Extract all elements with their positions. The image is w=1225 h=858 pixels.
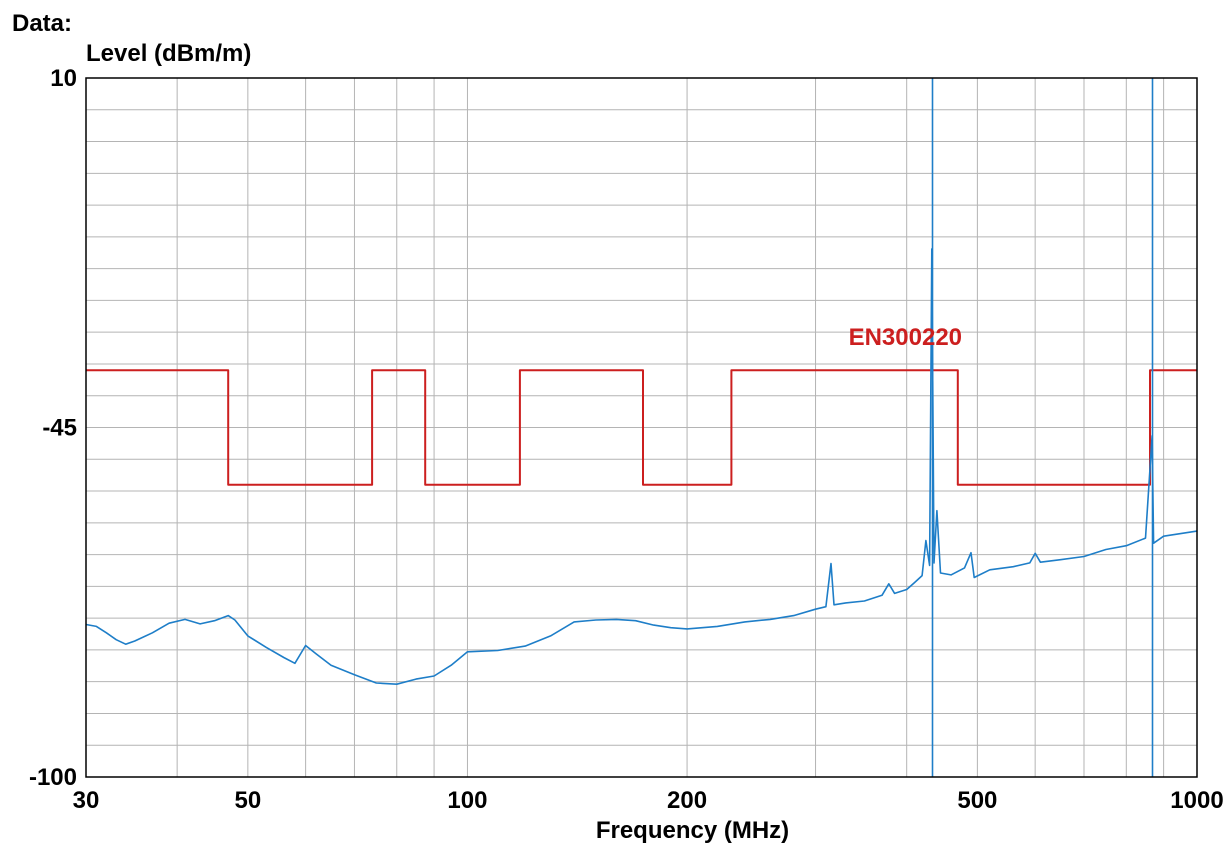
limit-line-en300220 — [86, 369, 1197, 486]
limit-annotation-label: EN300220 — [849, 324, 962, 351]
x-tick-label: 100 — [447, 787, 487, 814]
y-tick-label: -100 — [29, 764, 77, 791]
x-tick-label: 200 — [667, 787, 707, 814]
measured-trace — [85, 248, 1198, 685]
x-tick-label: 30 — [73, 787, 100, 814]
x-tick-label: 1000 — [1170, 787, 1223, 814]
x-axis-label: Frequency (MHz) — [595, 817, 790, 844]
data-label: Data: — [12, 10, 73, 37]
x-tick-label: 50 — [234, 787, 261, 814]
plot-border — [85, 77, 1198, 778]
y-axis-label: Level (dBm/m) — [86, 40, 252, 67]
x-tick-label: 500 — [957, 787, 997, 814]
y-tick-label: -45 — [42, 415, 77, 442]
y-tick-label: 10 — [50, 65, 77, 92]
